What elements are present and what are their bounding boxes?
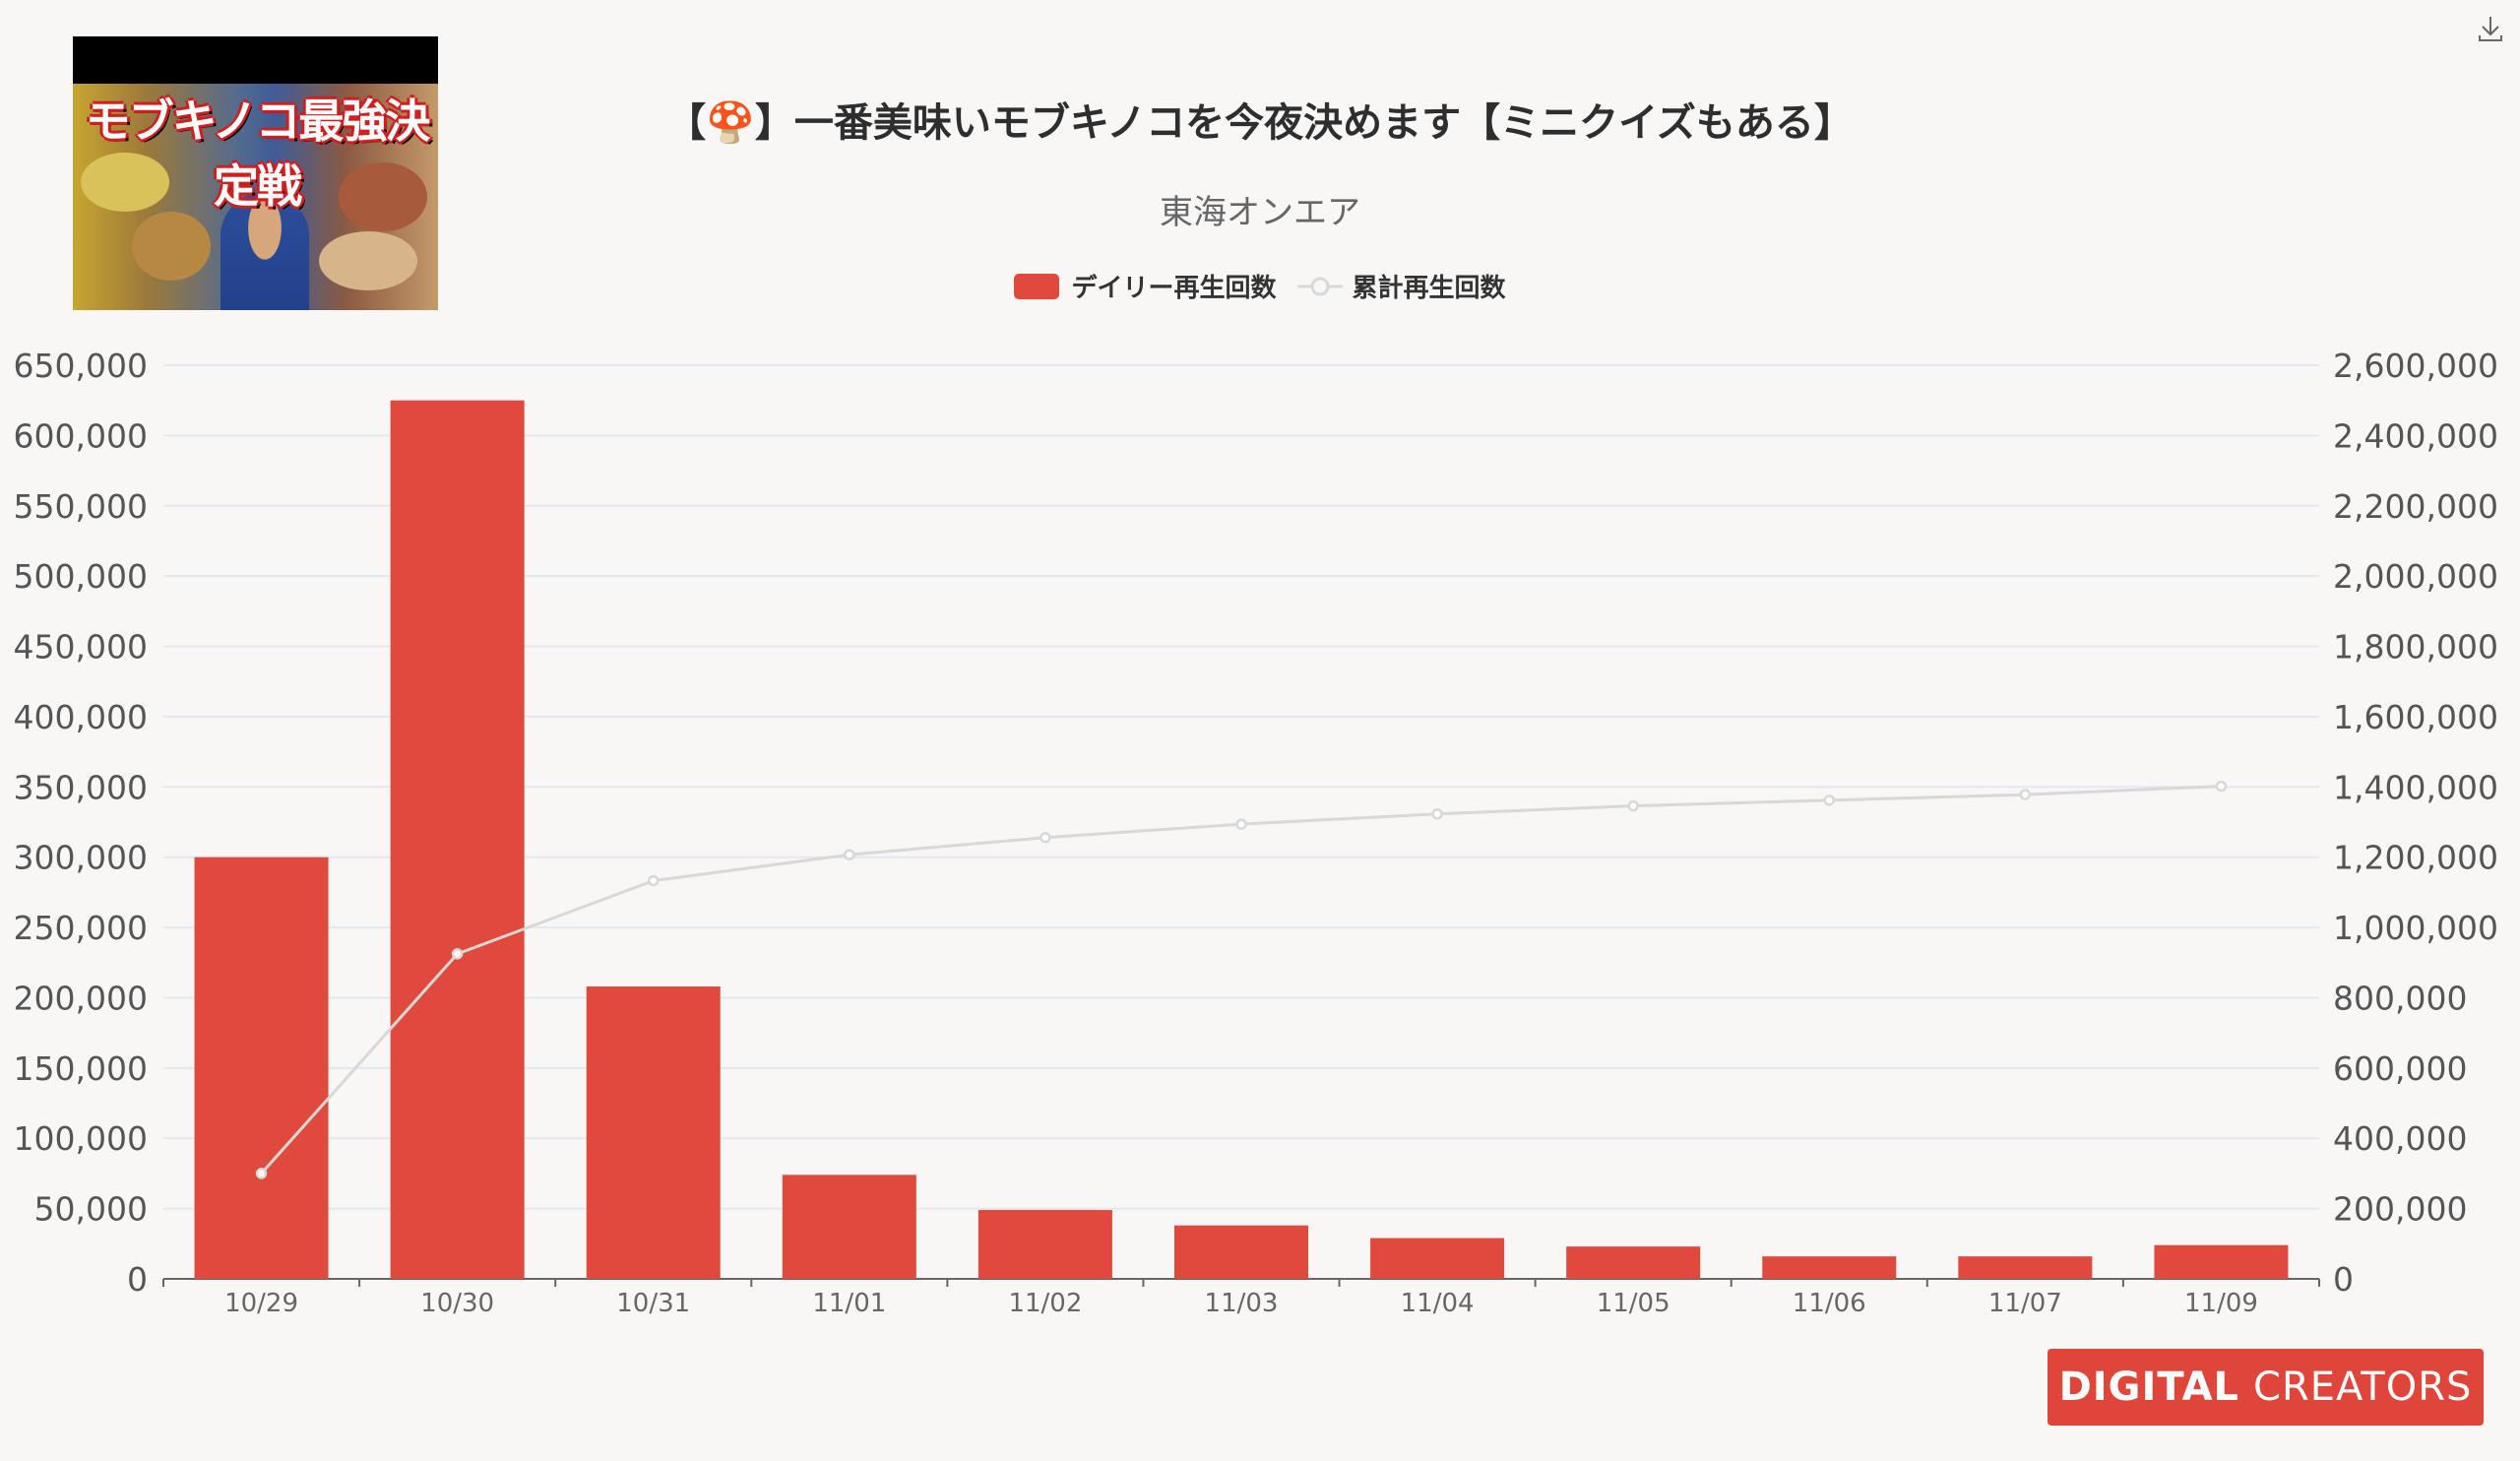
mushroom-shape — [132, 212, 211, 281]
logo-thin-text: CREATORS — [2253, 1365, 2473, 1410]
bar-daily-views — [390, 400, 525, 1279]
x-tick-label: 11/03 — [1205, 1289, 1279, 1318]
y-left-tick-label: 350,000 — [14, 768, 148, 806]
line-point-cumulative — [647, 874, 660, 887]
bar-daily-views — [977, 1210, 1112, 1279]
download-icon[interactable] — [2477, 14, 2504, 43]
bar-daily-views — [586, 986, 721, 1279]
line-cumulative-views — [260, 785, 2222, 1175]
y-left-tick-label: 300,000 — [14, 839, 148, 877]
legend-swatch-line — [1296, 277, 1343, 295]
line-point-cumulative — [255, 1168, 268, 1179]
y-left-tick-label: 250,000 — [14, 909, 148, 947]
y-left-tick-label: 650,000 — [14, 347, 148, 385]
bar-daily-views — [194, 857, 329, 1279]
thumbnail-scene — [73, 84, 438, 310]
legend-item-cumulative[interactable]: 累計再生回数 — [1296, 268, 1506, 304]
bar-daily-views — [1370, 1238, 1505, 1279]
y-left-tick-label: 150,000 — [14, 1049, 148, 1088]
line-point-cumulative — [1431, 808, 1443, 820]
x-tick-label: 10/30 — [420, 1289, 494, 1318]
line-point-cumulative — [2019, 789, 2032, 800]
legend-label-daily: デイリー再生回数 — [1071, 274, 1277, 303]
bar-daily-views — [1958, 1256, 2093, 1279]
y-right-tick-label: 0 — [2333, 1260, 2354, 1299]
y-left-tick-label: 50,000 — [34, 1190, 148, 1229]
chart-subtitle: 東海オンエア — [1160, 193, 1360, 232]
y-left-tick-label: 0 — [127, 1260, 148, 1299]
y-right-tick-label: 400,000 — [2333, 1119, 2467, 1158]
bar-daily-views — [782, 1175, 916, 1279]
chart-legend: デイリー再生回数 累計再生回数 — [0, 268, 2520, 306]
bar-daily-views — [1762, 1256, 1897, 1279]
y-right-tick-label: 2,600,000 — [2333, 347, 2498, 385]
bar-daily-views — [1174, 1225, 1308, 1279]
y-right-tick-label: 200,000 — [2333, 1190, 2467, 1229]
y-right-tick-label: 1,200,000 — [2333, 839, 2498, 877]
line-point-cumulative — [1823, 794, 1836, 806]
y-right-tick-label: 2,000,000 — [2333, 557, 2498, 596]
x-tick-label: 11/06 — [1793, 1289, 1866, 1318]
y-right-tick-label: 800,000 — [2333, 979, 2467, 1017]
logo-bold-text: DIGITAL — [2058, 1365, 2240, 1410]
y-left-tick-label: 400,000 — [14, 698, 148, 736]
y-right-tick-label: 1,000,000 — [2333, 909, 2498, 947]
x-tick-label: 10/31 — [616, 1289, 690, 1318]
y-left-tick-label: 450,000 — [14, 628, 148, 667]
legend-item-daily[interactable]: デイリー再生回数 — [1014, 268, 1276, 304]
x-tick-label: 11/01 — [812, 1289, 886, 1318]
digital-creators-logo: DIGITAL CREATORS — [2048, 1349, 2484, 1426]
line-point-cumulative — [451, 948, 464, 960]
y-left-tick-label: 200,000 — [14, 979, 148, 1017]
mushroom-shape — [81, 153, 169, 212]
y-right-tick-label: 1,600,000 — [2333, 698, 2498, 736]
x-tick-label: 11/02 — [1008, 1289, 1082, 1318]
line-point-cumulative — [1040, 831, 1051, 844]
line-point-cumulative — [2215, 780, 2228, 793]
x-tick-label: 11/07 — [1988, 1289, 2062, 1318]
y-left-tick-label: 100,000 — [14, 1119, 148, 1158]
bar-daily-views — [1566, 1246, 1701, 1279]
mushroom-shape — [339, 162, 427, 231]
x-tick-label: 11/04 — [1401, 1289, 1475, 1318]
bar-daily-views — [2154, 1244, 2289, 1279]
y-right-tick-label: 2,200,000 — [2333, 487, 2498, 526]
line-point-cumulative — [1627, 799, 1639, 812]
thumbnail-text: モブキノコ最強決定戦 — [85, 95, 431, 213]
y-left-tick-label: 500,000 — [14, 557, 148, 596]
mushroom-shape — [319, 231, 417, 290]
y-left-tick-label: 600,000 — [14, 416, 148, 455]
chart-title: 【🍄】一番美味いモブキノコを今夜決めます【ミニクイズもある】 — [666, 100, 1854, 146]
y-right-tick-label: 2,400,000 — [2333, 416, 2498, 455]
y-right-tick-label: 1,800,000 — [2333, 628, 2498, 667]
y-right-tick-label: 1,400,000 — [2333, 768, 2498, 806]
person-figure — [220, 192, 309, 310]
x-tick-label: 11/05 — [1597, 1289, 1670, 1318]
y-left-tick-label: 550,000 — [14, 487, 148, 526]
line-point-cumulative — [844, 849, 855, 860]
legend-label-cumulative: 累計再生回数 — [1352, 274, 1506, 303]
x-tick-label: 11/09 — [2184, 1289, 2258, 1318]
legend-swatch-bar — [1014, 273, 1060, 299]
video-thumbnail: モブキノコ最強決定戦 — [73, 36, 438, 310]
line-point-cumulative — [1235, 818, 1247, 830]
y-right-tick-label: 600,000 — [2333, 1049, 2467, 1088]
x-tick-label: 10/29 — [224, 1289, 298, 1318]
